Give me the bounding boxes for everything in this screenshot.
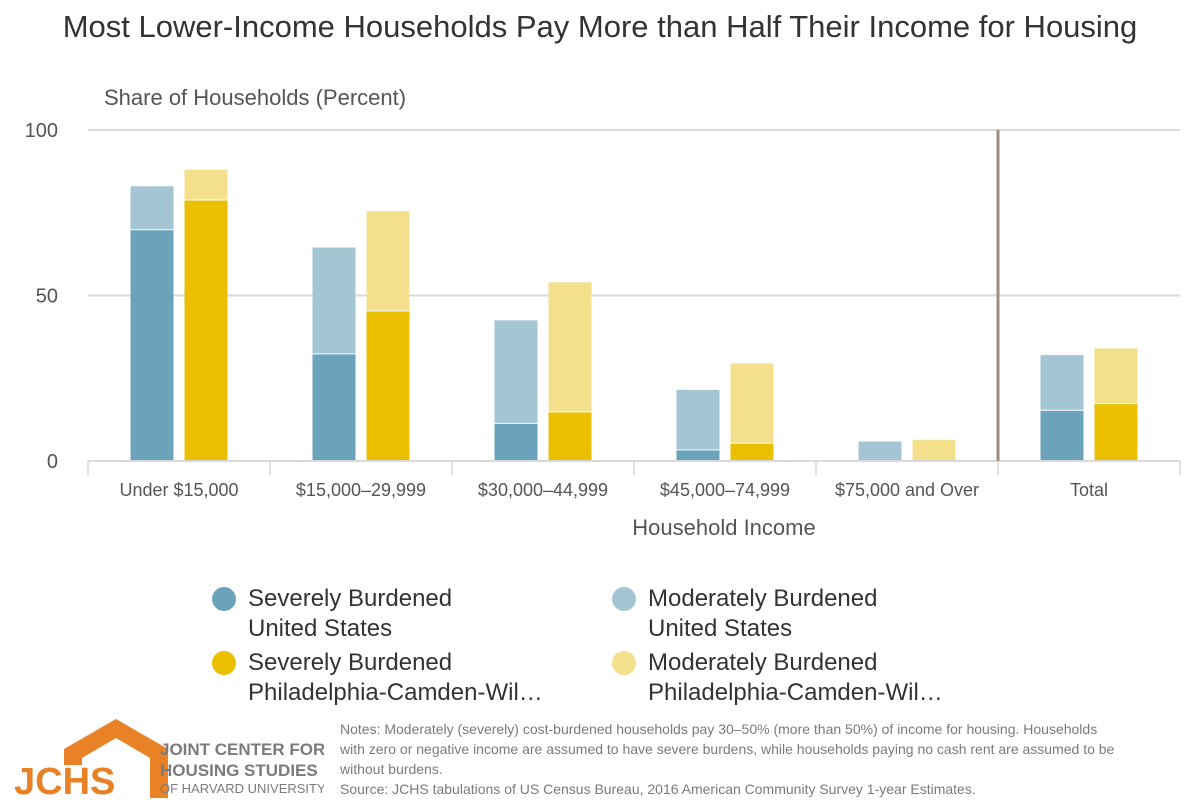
chart-title: Most Lower-Income Households Pay More th… bbox=[62, 9, 1138, 44]
bar-phl-moderate bbox=[184, 169, 228, 200]
chart-notes: Notes: Moderately (severely) cost-burden… bbox=[340, 719, 1170, 799]
bar-phl-severe bbox=[730, 442, 774, 461]
x-tick-label: $45,000–74,999 bbox=[660, 480, 790, 500]
bar-us-severe bbox=[494, 422, 538, 461]
bar-us-moderate bbox=[494, 320, 538, 423]
logo-line-1: JOINT CENTER FOR bbox=[160, 740, 324, 759]
bar-us-moderate bbox=[130, 186, 174, 230]
bar-phl-moderate bbox=[730, 363, 774, 443]
house-icon bbox=[64, 719, 168, 798]
notes-line-2: with zero or negative income are assumed… bbox=[340, 741, 1115, 757]
x-axis-title: Household Income bbox=[632, 515, 815, 540]
x-tick-label: Under $15,000 bbox=[119, 480, 238, 500]
x-tick-label: $15,000–29,999 bbox=[296, 480, 426, 500]
logo-abbreviation: JCHS bbox=[14, 761, 115, 798]
notes-line-1: Notes: Moderately (severely) cost-burden… bbox=[340, 721, 1098, 737]
x-tick-label: $30,000–44,999 bbox=[478, 480, 608, 500]
chart-plot: Share of Households (Percent) 0 50 100 Under… bbox=[25, 85, 1181, 540]
bar-phl-moderate bbox=[366, 211, 410, 311]
bar-us-moderate bbox=[312, 247, 356, 354]
logo-line-2: HOUSING STUDIES bbox=[160, 761, 318, 780]
logo-line-3: OF HARVARD UNIVERSITY bbox=[160, 781, 324, 796]
bar-phl-moderate bbox=[548, 282, 592, 412]
x-tick-label: $75,000 and Over bbox=[835, 480, 979, 500]
notes-source: Source: JCHS tabulations of US Census Bu… bbox=[340, 781, 976, 797]
bar-phl-severe bbox=[1094, 403, 1138, 461]
bar-us-moderate bbox=[676, 389, 720, 450]
jchs-logo: JCHS JOINT CENTER FOR HOUSING STUDIES OF… bbox=[14, 719, 324, 798]
bar-phl-moderate bbox=[1094, 348, 1138, 404]
y-tick-label: 0 bbox=[47, 451, 58, 473]
bar-phl-severe bbox=[548, 411, 592, 461]
bar-us-severe bbox=[676, 449, 720, 461]
bar-us-moderate bbox=[858, 441, 902, 460]
bar-phl-moderate bbox=[912, 439, 956, 460]
bar-phl-severe bbox=[184, 199, 228, 461]
y-tick-label: 50 bbox=[36, 286, 58, 308]
notes-line-3: without burdens. bbox=[340, 761, 443, 777]
bar-us-severe bbox=[130, 229, 174, 461]
bar-us-severe bbox=[312, 353, 356, 461]
bar-us-severe bbox=[1040, 409, 1084, 461]
bar-us-moderate bbox=[1040, 355, 1084, 410]
y-tick-label: 100 bbox=[25, 120, 58, 142]
x-tick-label: Total bbox=[1070, 480, 1108, 500]
y-axis-title: Share of Households (Percent) bbox=[104, 85, 406, 110]
bar-phl-severe bbox=[366, 310, 410, 461]
